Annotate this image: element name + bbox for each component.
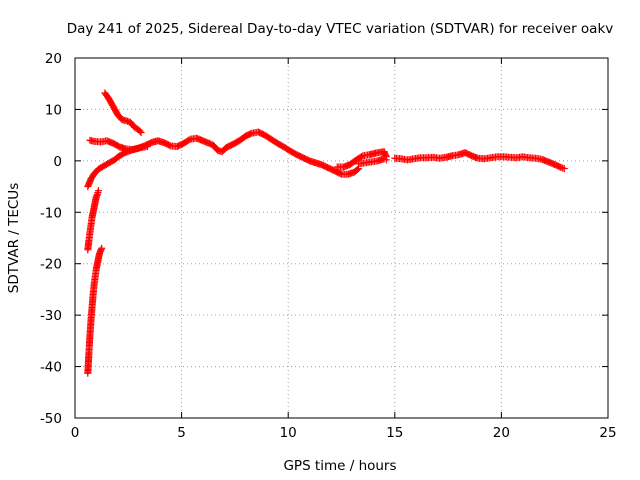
- data-point: [98, 244, 106, 252]
- gridlines: [75, 58, 608, 418]
- series-segment-5: [355, 155, 390, 168]
- y-tick-label: -50: [40, 411, 62, 427]
- data-point: [382, 156, 390, 164]
- data-point: [560, 165, 568, 173]
- y-tick-label: 10: [45, 102, 62, 118]
- series-segment-0: [84, 244, 106, 377]
- axis-ticks: 0 5 10 15 20 25 -50 -40 -30 -20 -10 0 10 20: [40, 51, 617, 441]
- series-segment-3: [86, 128, 363, 178]
- y-tick-label: -10: [40, 205, 62, 221]
- y-axis-label: SDTVAR / TECUs: [6, 183, 22, 293]
- data-series: [84, 89, 568, 377]
- series-segment-7: [101, 89, 145, 137]
- y-tick-label: 20: [45, 51, 62, 67]
- data-point: [94, 187, 102, 195]
- y-tick-label: -30: [40, 308, 62, 324]
- x-axis-label: GPS time / hours: [283, 458, 396, 474]
- series-segment-1: [84, 187, 102, 254]
- x-tick-label: 20: [493, 425, 510, 441]
- series-segment-6: [391, 149, 568, 173]
- y-tick-label: 0: [53, 154, 62, 170]
- data-point: [137, 129, 145, 137]
- x-tick-label: 0: [71, 425, 80, 441]
- x-tick-label: 25: [599, 425, 616, 441]
- y-tick-label: -40: [40, 360, 62, 376]
- plot-frame: [74, 57, 609, 419]
- chart-title: Day 241 of 2025, Sidereal Day-to-day VTE…: [67, 21, 614, 37]
- y-tick-label: -20: [40, 257, 62, 273]
- x-tick-label: 15: [386, 425, 403, 441]
- x-tick-label: 5: [177, 425, 186, 441]
- x-tick-label: 10: [280, 425, 297, 441]
- data-point: [353, 165, 361, 173]
- series-segment-4: [333, 148, 390, 171]
- data-point: [136, 127, 144, 135]
